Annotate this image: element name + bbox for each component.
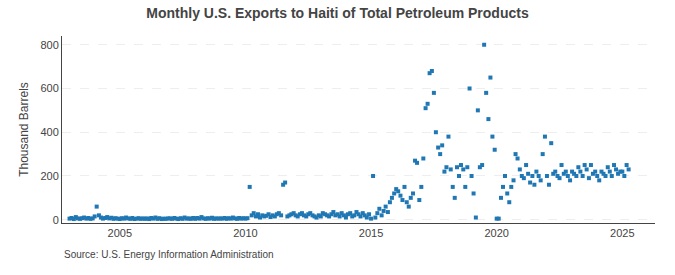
svg-text:Monthly U.S. Exports to Haiti: Monthly U.S. Exports to Haiti of Total P… — [146, 5, 529, 21]
svg-text:400: 400 — [40, 126, 58, 138]
svg-text:800: 800 — [40, 39, 58, 51]
svg-text:2015: 2015 — [359, 227, 383, 239]
svg-text:Source: U.S. Energy Informatio: Source: U.S. Energy Information Administ… — [64, 249, 274, 260]
svg-text:600: 600 — [40, 82, 58, 94]
svg-text:200: 200 — [40, 170, 58, 182]
svg-text:2025: 2025 — [610, 227, 634, 239]
svg-text:0: 0 — [53, 214, 59, 226]
svg-text:2020: 2020 — [484, 227, 508, 239]
svg-text:2010: 2010 — [233, 227, 257, 239]
svg-text:2005: 2005 — [108, 227, 132, 239]
svg-text:Thousand Barrels: Thousand Barrels — [17, 82, 31, 177]
